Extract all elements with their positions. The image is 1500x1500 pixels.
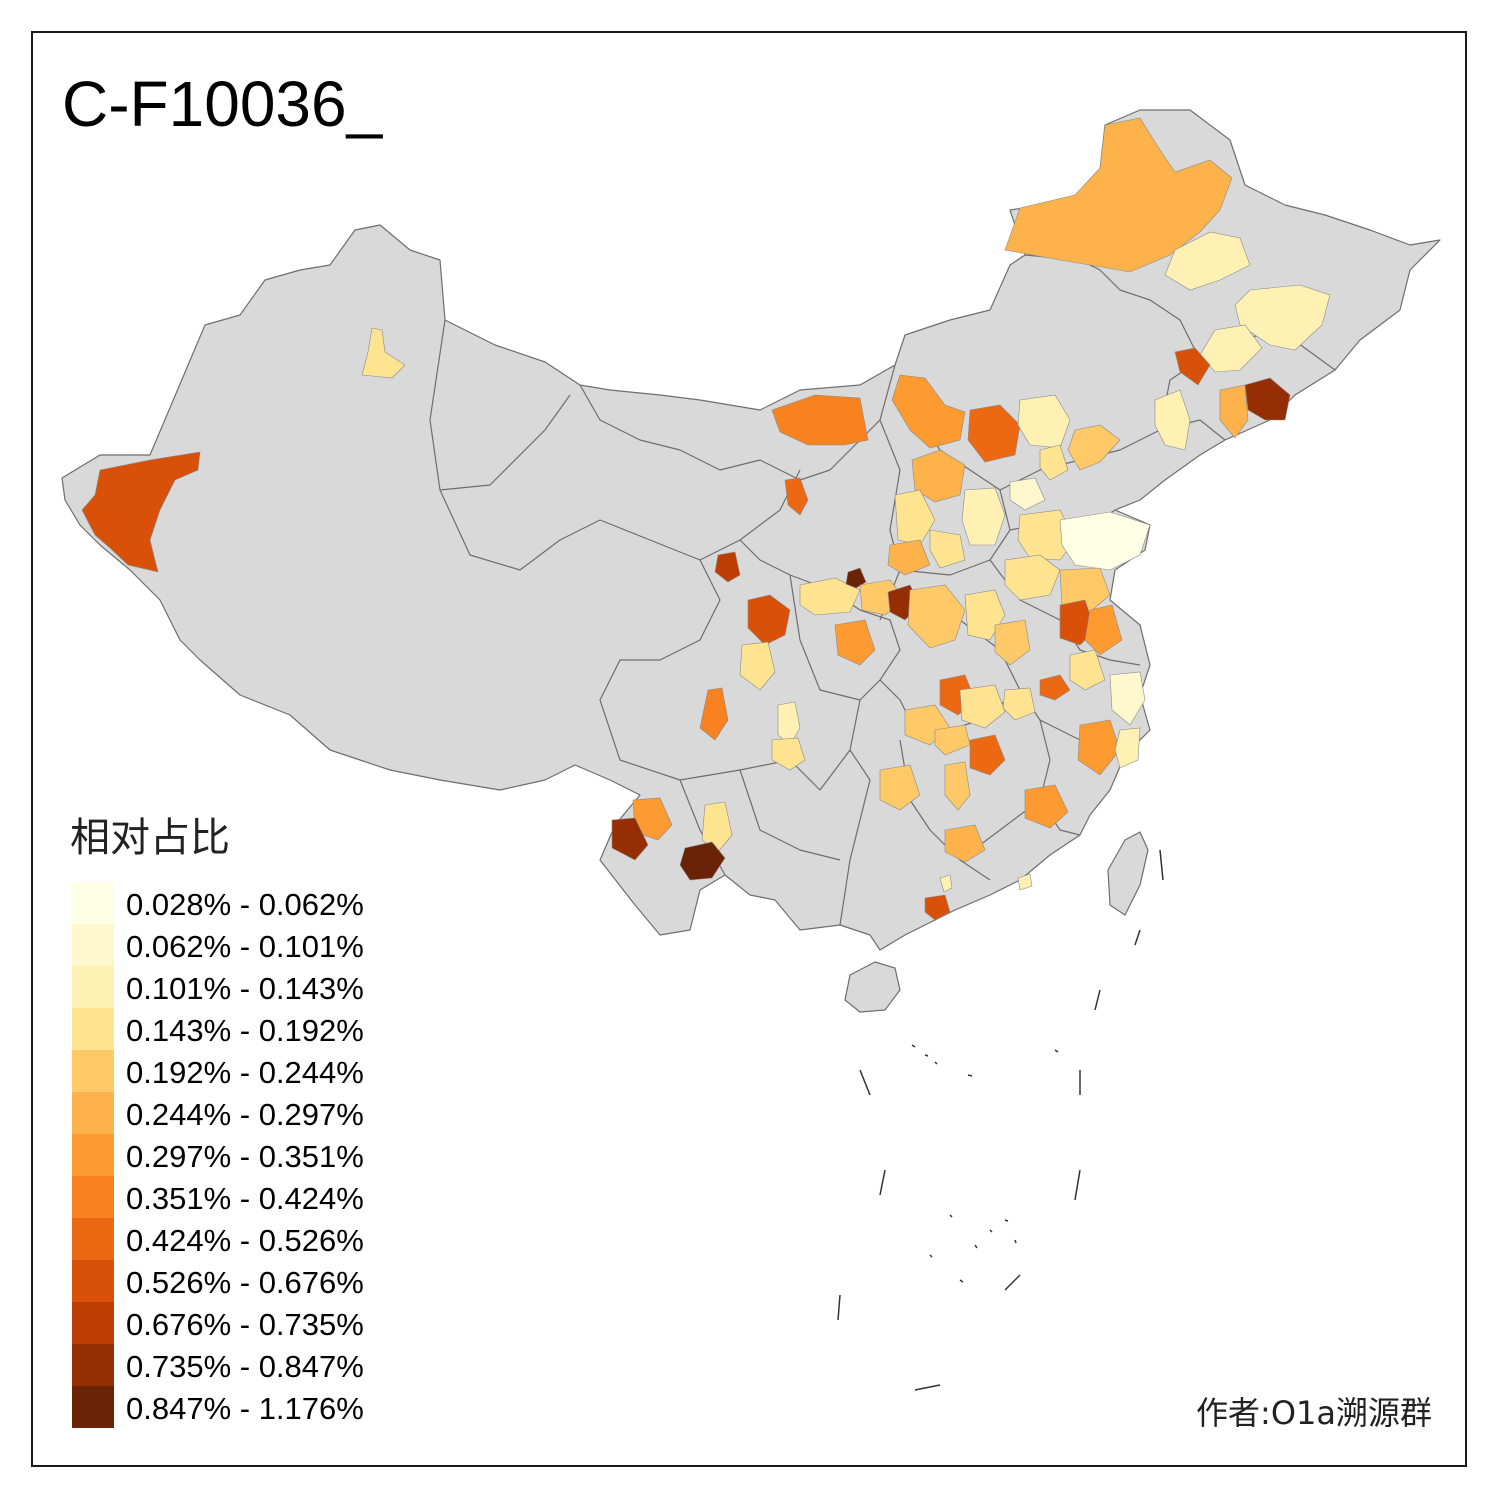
region-yanbian: [1244, 377, 1291, 421]
region-yichang: [934, 724, 971, 756]
region-bayannur: [771, 394, 869, 446]
region-hulunbuir: [1004, 117, 1233, 273]
region-nanchong: [777, 701, 801, 746]
region-baoding: [961, 487, 1006, 546]
legend-swatch: [72, 1134, 114, 1176]
taiwan-island: [1107, 831, 1149, 916]
region-guilin: [944, 824, 986, 863]
legend-swatch: [72, 882, 114, 924]
legend-label: 0.526% - 0.676%: [126, 1265, 364, 1300]
legend-label: 0.351% - 0.424%: [126, 1181, 364, 1216]
region-changde: [969, 734, 1006, 776]
legend-swatch: [72, 966, 114, 1008]
region-hangzhou: [1077, 719, 1121, 776]
legend-swatch: [72, 1344, 114, 1386]
region-daqing: [1164, 231, 1251, 291]
region-chengde: [1067, 424, 1121, 471]
region-datong: [911, 449, 966, 503]
legend-swatch: [72, 1218, 114, 1260]
region-aba: [739, 641, 776, 691]
region-langfang: [1009, 477, 1046, 511]
region-altay: [361, 327, 406, 379]
legend-swatch: [72, 1050, 114, 1092]
region-xining: [714, 551, 741, 583]
legend-label: 0.847% - 1.176%: [126, 1391, 364, 1426]
region-taiyuan: [894, 489, 936, 546]
region-ganzi: [699, 687, 729, 741]
legend-label: 0.028% - 0.062%: [126, 887, 364, 922]
map-frame: [31, 31, 1467, 1467]
region-hanzhong: [834, 619, 876, 666]
region-wuhan: [959, 684, 1006, 729]
region-shantou: [1017, 873, 1033, 891]
legend-label: 0.101% - 0.143%: [126, 971, 364, 1006]
legend-swatch: [72, 924, 114, 966]
region-longnan: [747, 594, 791, 646]
region-ganzhou: [1024, 784, 1069, 829]
legend-label: 0.297% - 0.351%: [126, 1139, 364, 1174]
region-yangjiang: [939, 874, 953, 893]
region-shandong-north: [1059, 511, 1151, 571]
legend-label: 0.062% - 0.101%: [126, 929, 364, 964]
region-zhoukou: [994, 619, 1031, 666]
region-huanggang: [1002, 687, 1036, 721]
region-luoyang: [907, 584, 966, 649]
region-baotou: [891, 374, 966, 449]
legend-label: 0.244% - 0.297%: [126, 1097, 364, 1132]
region-chongqing: [771, 737, 806, 771]
region-kashgar: [81, 451, 201, 573]
region-ulanqab: [967, 404, 1021, 463]
region-linyi: [1059, 567, 1111, 613]
legend-swatch: [72, 1176, 114, 1218]
region-tonghua: [1219, 384, 1249, 439]
hainan-island: [844, 961, 901, 1013]
colored-regions: [81, 117, 1331, 921]
legend-swatch: [72, 1260, 114, 1302]
region-baoshan: [611, 817, 649, 861]
region-ningbo: [1114, 727, 1141, 769]
legend-swatch: [72, 1008, 114, 1050]
legend-label: 0.424% - 0.526%: [126, 1223, 364, 1258]
region-tianshui: [799, 577, 861, 616]
region-harbin: [1234, 284, 1331, 351]
legend-swatch: [72, 1092, 114, 1134]
legend-title: 相对占比: [70, 815, 230, 861]
legend-label: 0.676% - 0.735%: [126, 1307, 364, 1342]
legend-swatch: [72, 1386, 114, 1428]
region-liaoning: [1154, 389, 1191, 451]
south-sea-islands: [837, 849, 1164, 1391]
legend-swatch: [72, 1302, 114, 1344]
region-zhanjiang: [924, 894, 951, 921]
region-jinan: [1004, 554, 1061, 601]
region-suzhou: [1109, 671, 1146, 726]
region-hefei: [1039, 674, 1071, 701]
region-shaoyang: [879, 764, 921, 811]
region-songyuan: [1174, 347, 1211, 386]
legend-label: 0.192% - 0.244%: [126, 1055, 364, 1090]
mainland-china: [61, 109, 1441, 951]
region-kunming: [701, 801, 733, 853]
region-suqian: [1084, 604, 1123, 656]
region-nanjing: [1069, 649, 1106, 691]
region-linfen: [887, 539, 931, 576]
legend-label: 0.735% - 0.847%: [126, 1349, 364, 1384]
region-tangshan: [1039, 444, 1069, 481]
legend-label: 0.143% - 0.192%: [126, 1013, 364, 1048]
map-title: C-F10036_: [62, 68, 383, 140]
region-yuncheng: [929, 529, 966, 569]
region-yuxi: [679, 841, 726, 881]
author-credit: 作者:O1a溯源群: [1196, 1394, 1432, 1432]
region-hengyang: [944, 761, 971, 811]
region-wuhai: [784, 477, 809, 516]
